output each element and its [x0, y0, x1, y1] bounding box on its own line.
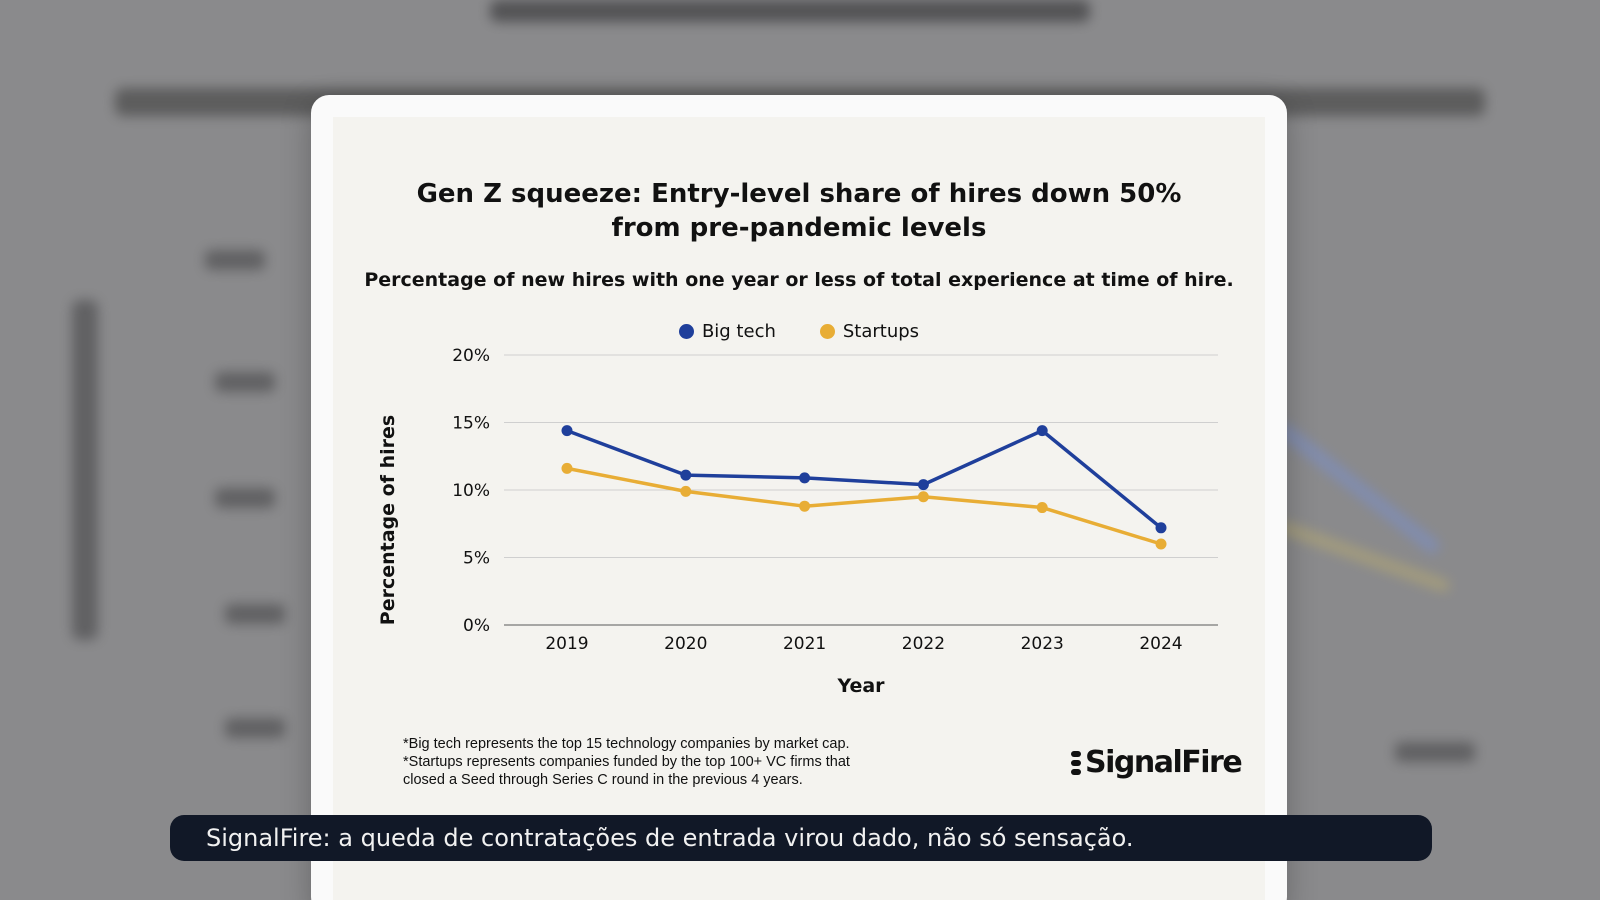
background-tick	[215, 488, 275, 508]
y-axis-label: Percentage of hires	[377, 415, 399, 625]
background-tick	[225, 604, 285, 624]
line-chart: 0% 5% 10% 15% 20% 2019 2020 2021 2022 2023 2024 Yea…	[377, 346, 1218, 697]
data-point-startups	[1036, 502, 1048, 514]
legend-label-big-tech: Big tech	[701, 321, 776, 342]
background-tick	[1395, 742, 1475, 762]
y-tick-label: 20%	[452, 346, 490, 366]
background-tick	[205, 250, 265, 270]
data-point-startups	[1155, 538, 1167, 550]
legend-label-startups: Startups	[842, 321, 920, 342]
chart-subtitle: Percentage of new hires with one year or…	[364, 269, 1234, 291]
x-tick-label: 2022	[902, 634, 945, 654]
x-axis-label: Year	[836, 675, 885, 697]
data-point-startups	[680, 485, 692, 497]
data-point-big-tech	[799, 472, 811, 484]
legend-dot-startups	[819, 324, 835, 339]
data-point-big-tech	[561, 425, 573, 437]
x-tick-label: 2019	[545, 634, 588, 654]
background-tick	[225, 718, 285, 738]
legend-item-startups: Startups	[819, 321, 920, 342]
x-tick-label: 2021	[783, 634, 826, 654]
caption-bar: SignalFire: a queda de contratações de e…	[170, 815, 1432, 861]
x-tick-label: 2024	[1139, 634, 1182, 654]
y-tick-label: 10%	[452, 481, 490, 501]
footnote-line: *Big tech represents the top 15 technolo…	[403, 736, 850, 752]
background-tick	[215, 372, 275, 392]
image-modal: Gen Z squeeze: Entry-level share of hire…	[311, 95, 1287, 900]
data-point-big-tech	[680, 469, 692, 481]
data-point-startups	[917, 491, 929, 503]
background-title-block	[490, 0, 1090, 22]
chart-title: Gen Z squeeze: Entry-level share of hire…	[416, 179, 1182, 243]
chart-legend: Big tech Startups	[333, 321, 1265, 342]
data-point-startups	[561, 462, 573, 474]
signalfire-logo: SignalFire	[1071, 745, 1243, 780]
series-line-big-tech	[566, 428, 1163, 530]
series-line-startups	[566, 466, 1162, 546]
data-point-startups	[799, 500, 811, 512]
y-tick-label: 0%	[463, 616, 490, 636]
legend-item-big-tech: Big tech	[678, 321, 776, 342]
footnote-line: closed a Seed through Series C round in …	[403, 772, 803, 788]
legend-dot-big-tech	[678, 324, 694, 339]
y-tick-label: 5%	[463, 549, 490, 569]
signalfire-logo-icon	[1071, 750, 1081, 775]
data-point-big-tech	[1155, 522, 1167, 534]
chart-panel: Gen Z squeeze: Entry-level share of hire…	[333, 117, 1265, 900]
data-point-big-tech	[1036, 425, 1048, 437]
x-tick-label: 2020	[664, 634, 707, 654]
caption-text: SignalFire: a queda de contratações de e…	[206, 824, 1134, 852]
signalfire-logo-text: SignalFire	[1085, 745, 1243, 780]
y-tick-label: 15%	[452, 414, 490, 434]
background-axis-label-block	[72, 300, 98, 640]
chart-footnotes: *Big tech represents the top 15 technolo…	[403, 735, 963, 789]
data-point-big-tech	[917, 479, 929, 491]
footnote-line: *Startups represents companies funded by…	[403, 754, 850, 770]
x-tick-label: 2023	[1021, 634, 1064, 654]
